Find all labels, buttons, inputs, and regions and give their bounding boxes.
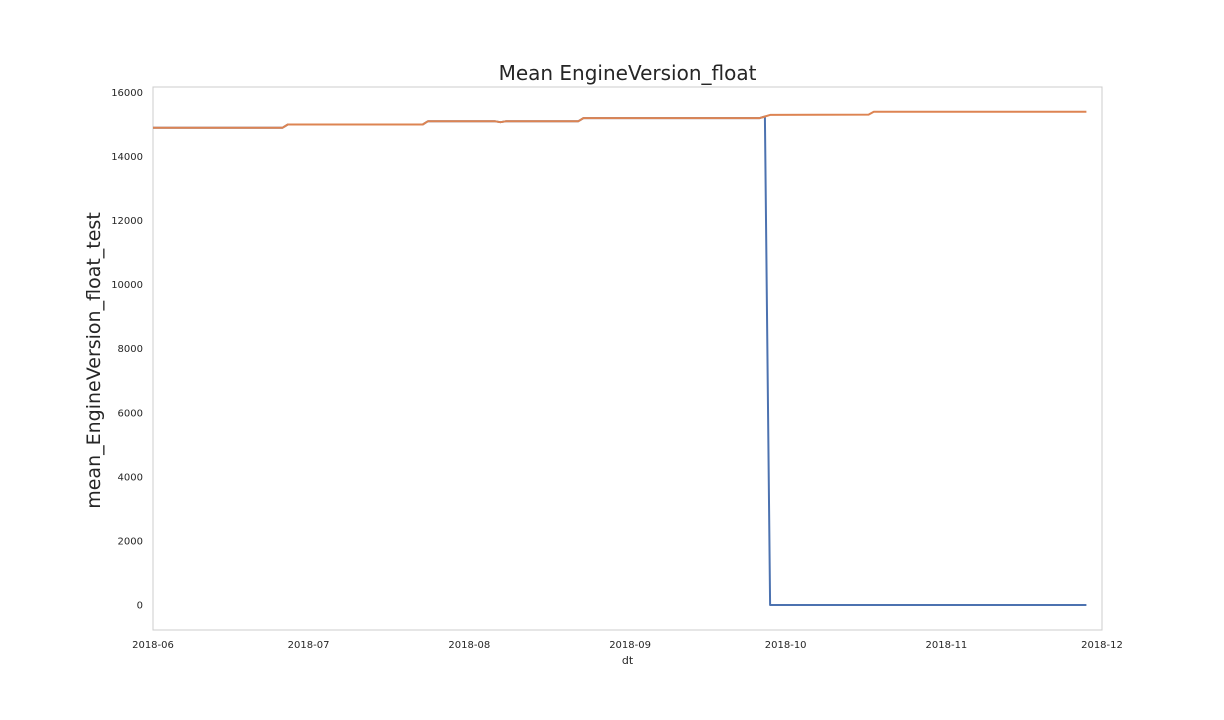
y-tick-label: 16000 bbox=[111, 88, 143, 99]
y-tick-label: 2000 bbox=[118, 536, 143, 547]
y-axis-ticks: 0 2000 4000 6000 8000 10000 12000 14000 16000 bbox=[111, 88, 143, 612]
y-tick-label: 14000 bbox=[111, 152, 143, 163]
y-tick-label: 12000 bbox=[111, 216, 143, 227]
y-tick-label: 4000 bbox=[118, 472, 143, 483]
x-tick-label: 2018-09 bbox=[609, 640, 651, 651]
y-tick-label: 8000 bbox=[118, 344, 143, 355]
plot-frame bbox=[152, 86, 1103, 631]
x-tick-label: 2018-12 bbox=[1081, 640, 1123, 651]
x-axis-label: dt bbox=[622, 654, 634, 667]
chart-title: Mean EngineVersion_float bbox=[499, 61, 757, 85]
x-tick-label: 2018-06 bbox=[132, 640, 174, 651]
series-line-1 bbox=[153, 115, 1087, 606]
x-tick-label: 2018-11 bbox=[926, 640, 968, 651]
x-tick-label: 2018-07 bbox=[288, 640, 330, 651]
x-tick-label: 2018-08 bbox=[448, 640, 490, 651]
series-line-2 bbox=[153, 110, 1087, 129]
y-tick-label: 6000 bbox=[118, 408, 143, 419]
y-tick-label: 0 bbox=[137, 601, 143, 612]
y-tick-label: 10000 bbox=[111, 280, 143, 291]
series-layer bbox=[153, 110, 1087, 606]
x-tick-label: 2018-10 bbox=[765, 640, 807, 651]
y-axis-label: mean_EngineVersion_float_test bbox=[83, 212, 105, 509]
x-axis-ticks: 2018-06 2018-07 2018-08 2018-09 2018-10 2018-… bbox=[132, 640, 1123, 651]
